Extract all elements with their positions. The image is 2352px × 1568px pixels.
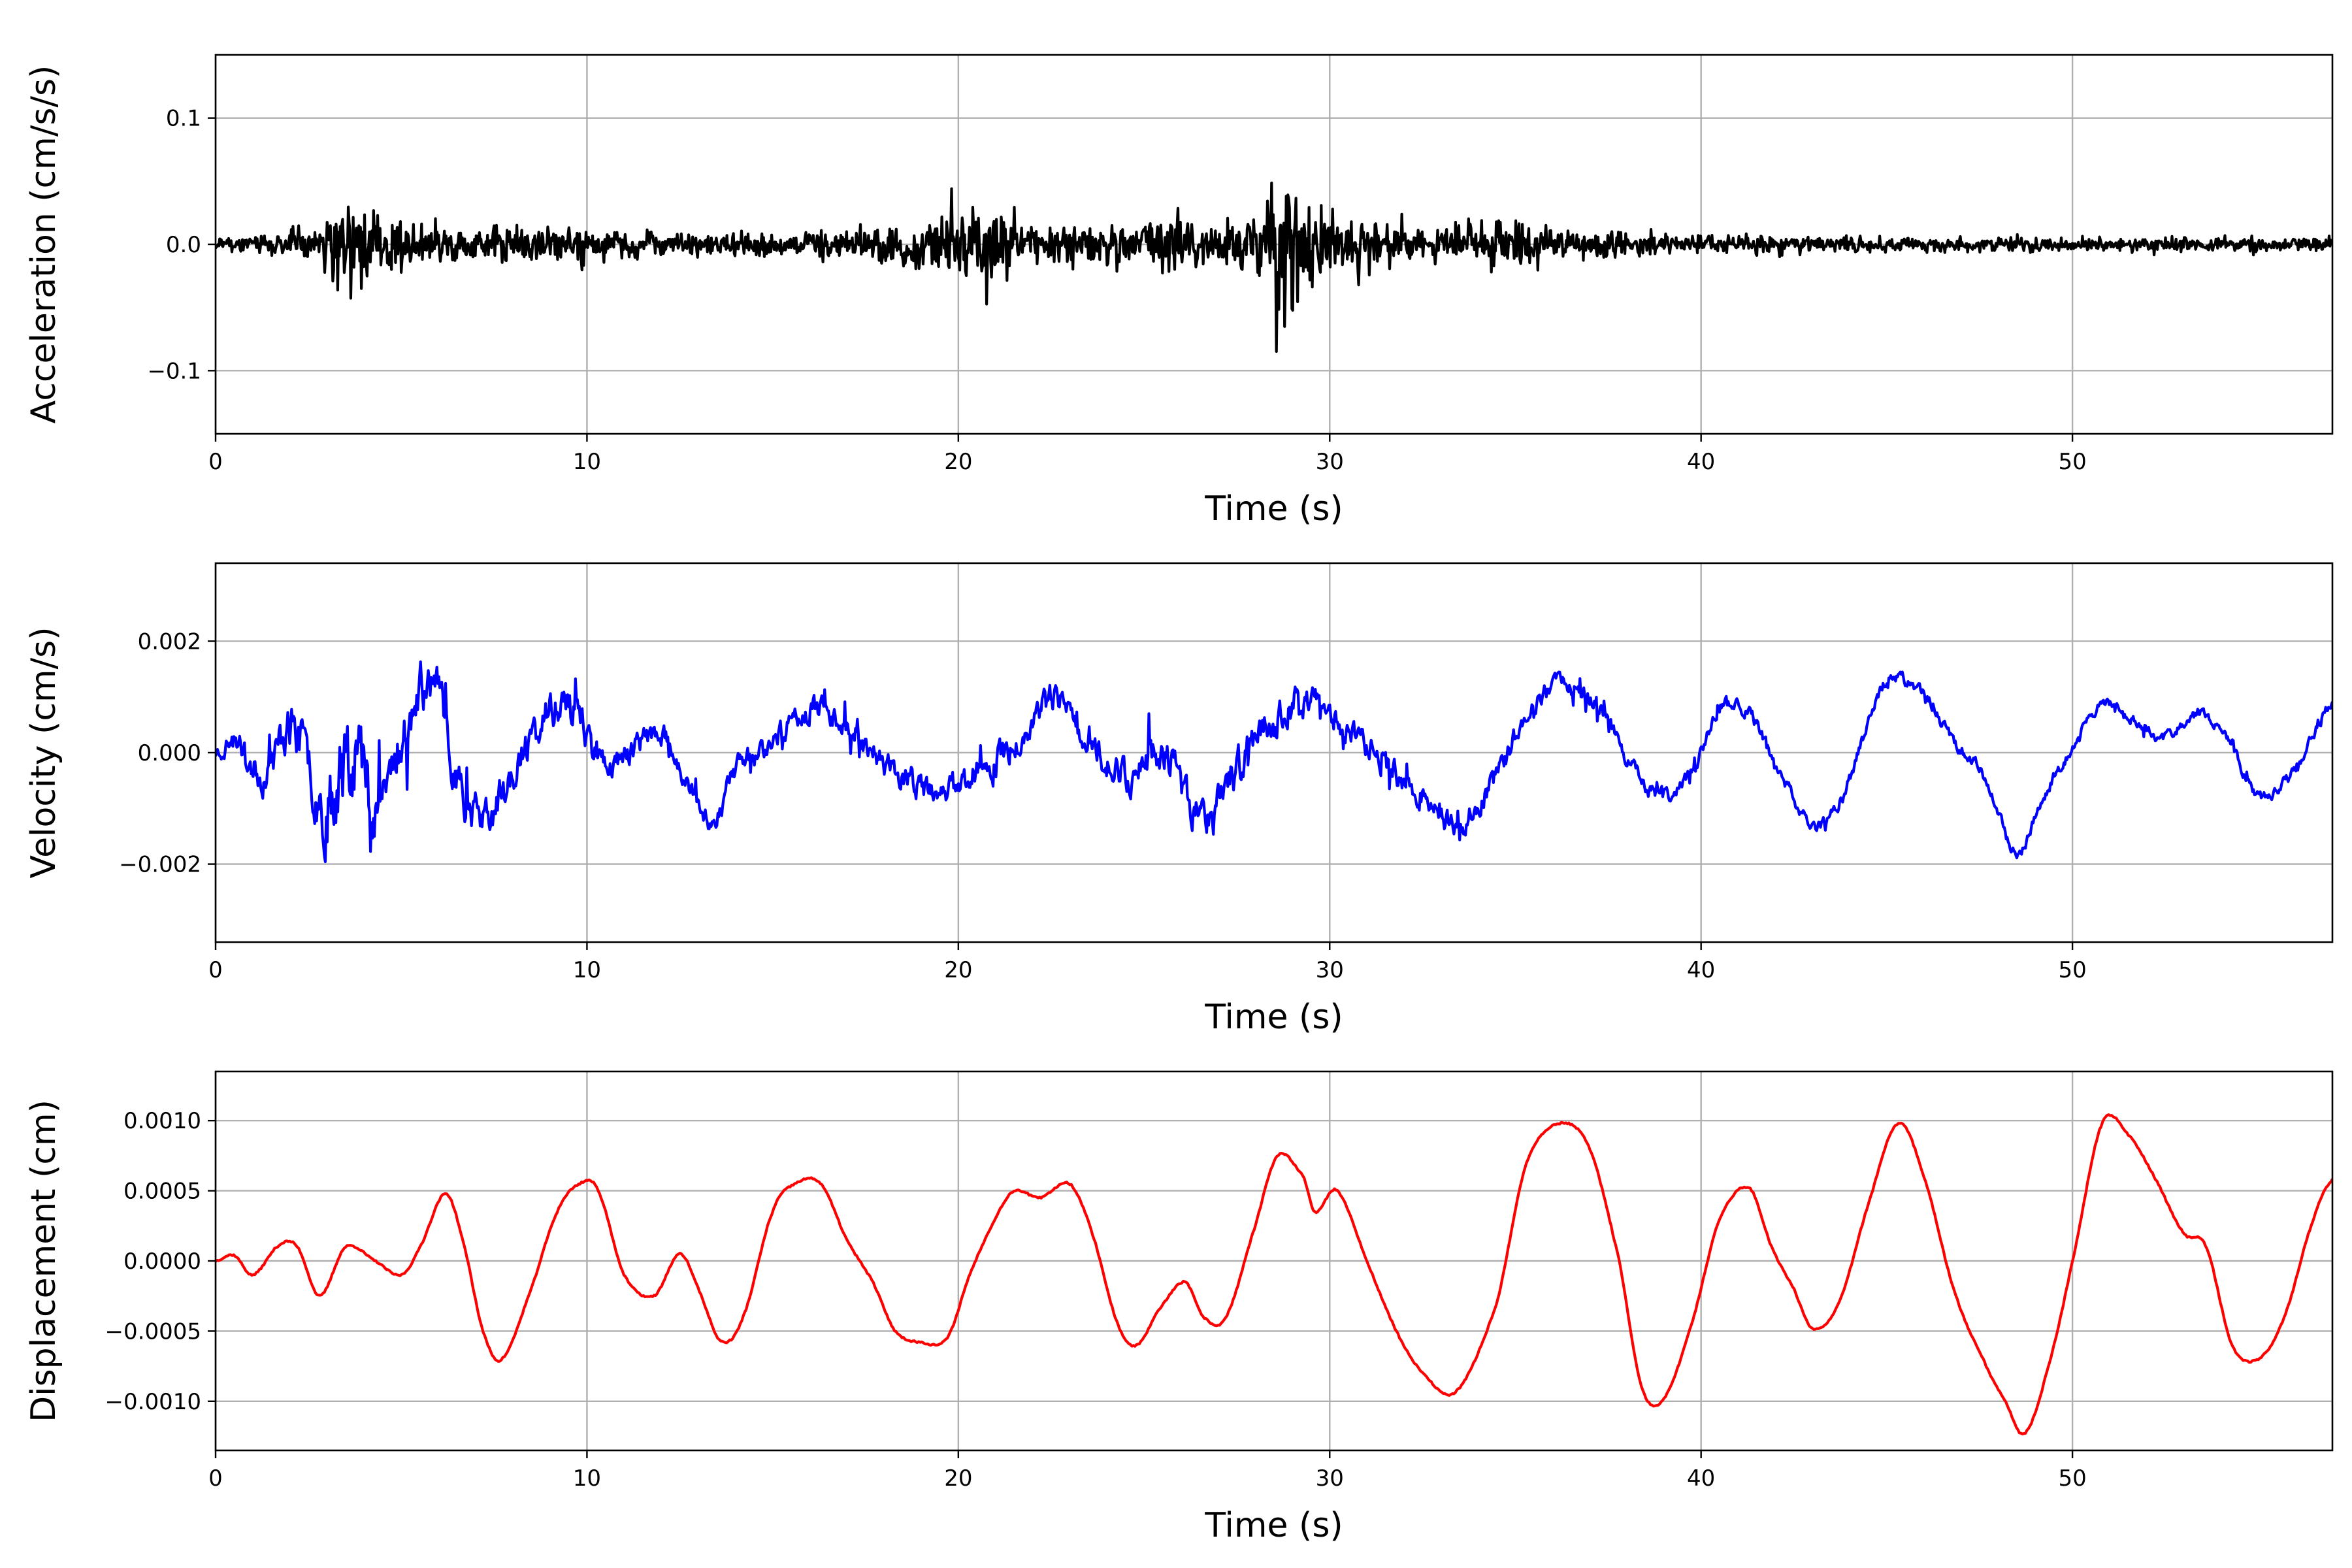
displacement-series-line: [216, 1113, 2332, 1435]
velocity-xtick-label: 10: [573, 957, 601, 983]
displacement-ytick-label: −0.0010: [105, 1389, 201, 1415]
displacement-xtick-label: 20: [944, 1465, 972, 1492]
displacement-ytick-label: 0.0010: [123, 1108, 201, 1134]
acceleration-xtick-label: 40: [1687, 449, 1715, 475]
acceleration-xtick-label: 30: [1316, 449, 1344, 475]
velocity-ytick-label: −0.002: [119, 852, 201, 878]
velocity-xtick-label: 40: [1687, 957, 1715, 983]
velocity-x-axis-label: Time (s): [1204, 998, 1343, 1037]
displacement-xtick-label: 0: [208, 1465, 223, 1492]
displacement-xtick-label: 30: [1316, 1465, 1344, 1492]
displacement-panel: 0 10 20 30 40 50 −0.0010 −0.0005 0.0000 0.0005 0.0…: [24, 1070, 2334, 1545]
acceleration-ytick-label: 0.1: [166, 106, 201, 132]
displacement-x-axis-label: Time (s): [1204, 1506, 1343, 1545]
acceleration-xtick-label: 20: [944, 449, 972, 475]
velocity-series-line: [216, 660, 2332, 864]
velocity-panel: 0 10 20 30 40 50 −0.002 0.000 0.002 Time (s) Veloc…: [24, 562, 2334, 1037]
displacement-ytick-label: −0.0005: [105, 1318, 201, 1345]
velocity-xtick-label: 30: [1316, 957, 1344, 983]
acceleration-xtick-label: 10: [573, 449, 601, 475]
velocity-xtick-label: 20: [944, 957, 972, 983]
acceleration-ytick-label: 0.0: [166, 232, 201, 258]
acceleration-y-axis-label: Acceleration (cm/s/s): [24, 65, 63, 424]
acceleration-xtick-label: 50: [2058, 449, 2086, 475]
displacement-xtick-label: 50: [2058, 1465, 2086, 1492]
displacement-ytick-label: 0.0000: [123, 1249, 201, 1275]
displacement-y-axis-label: Displacement (cm): [24, 1100, 63, 1422]
acceleration-xtick-label: 0: [208, 449, 223, 475]
chart-panels: 0 10 20 30 40 50 −0.1 0.0 0.1 Time (s) Acceleratio…: [24, 54, 2334, 1545]
acceleration-x-axis-label: Time (s): [1204, 489, 1343, 529]
acceleration-panel: 0 10 20 30 40 50 −0.1 0.0 0.1 Time (s) Acceleratio…: [24, 54, 2334, 529]
velocity-ytick-label: 0.000: [138, 740, 201, 766]
velocity-xtick-label: 0: [208, 957, 223, 983]
acceleration-series-line: [216, 181, 2332, 353]
velocity-y-axis-label: Velocity (cm/s): [24, 627, 63, 879]
acceleration-ytick-label: −0.1: [147, 358, 201, 384]
velocity-ytick-label: 0.002: [138, 629, 201, 655]
displacement-xtick-label: 10: [573, 1465, 601, 1492]
displacement-xtick-label: 40: [1687, 1465, 1715, 1492]
velocity-xtick-label: 50: [2058, 957, 2086, 983]
displacement-ytick-label: 0.0005: [123, 1179, 201, 1205]
